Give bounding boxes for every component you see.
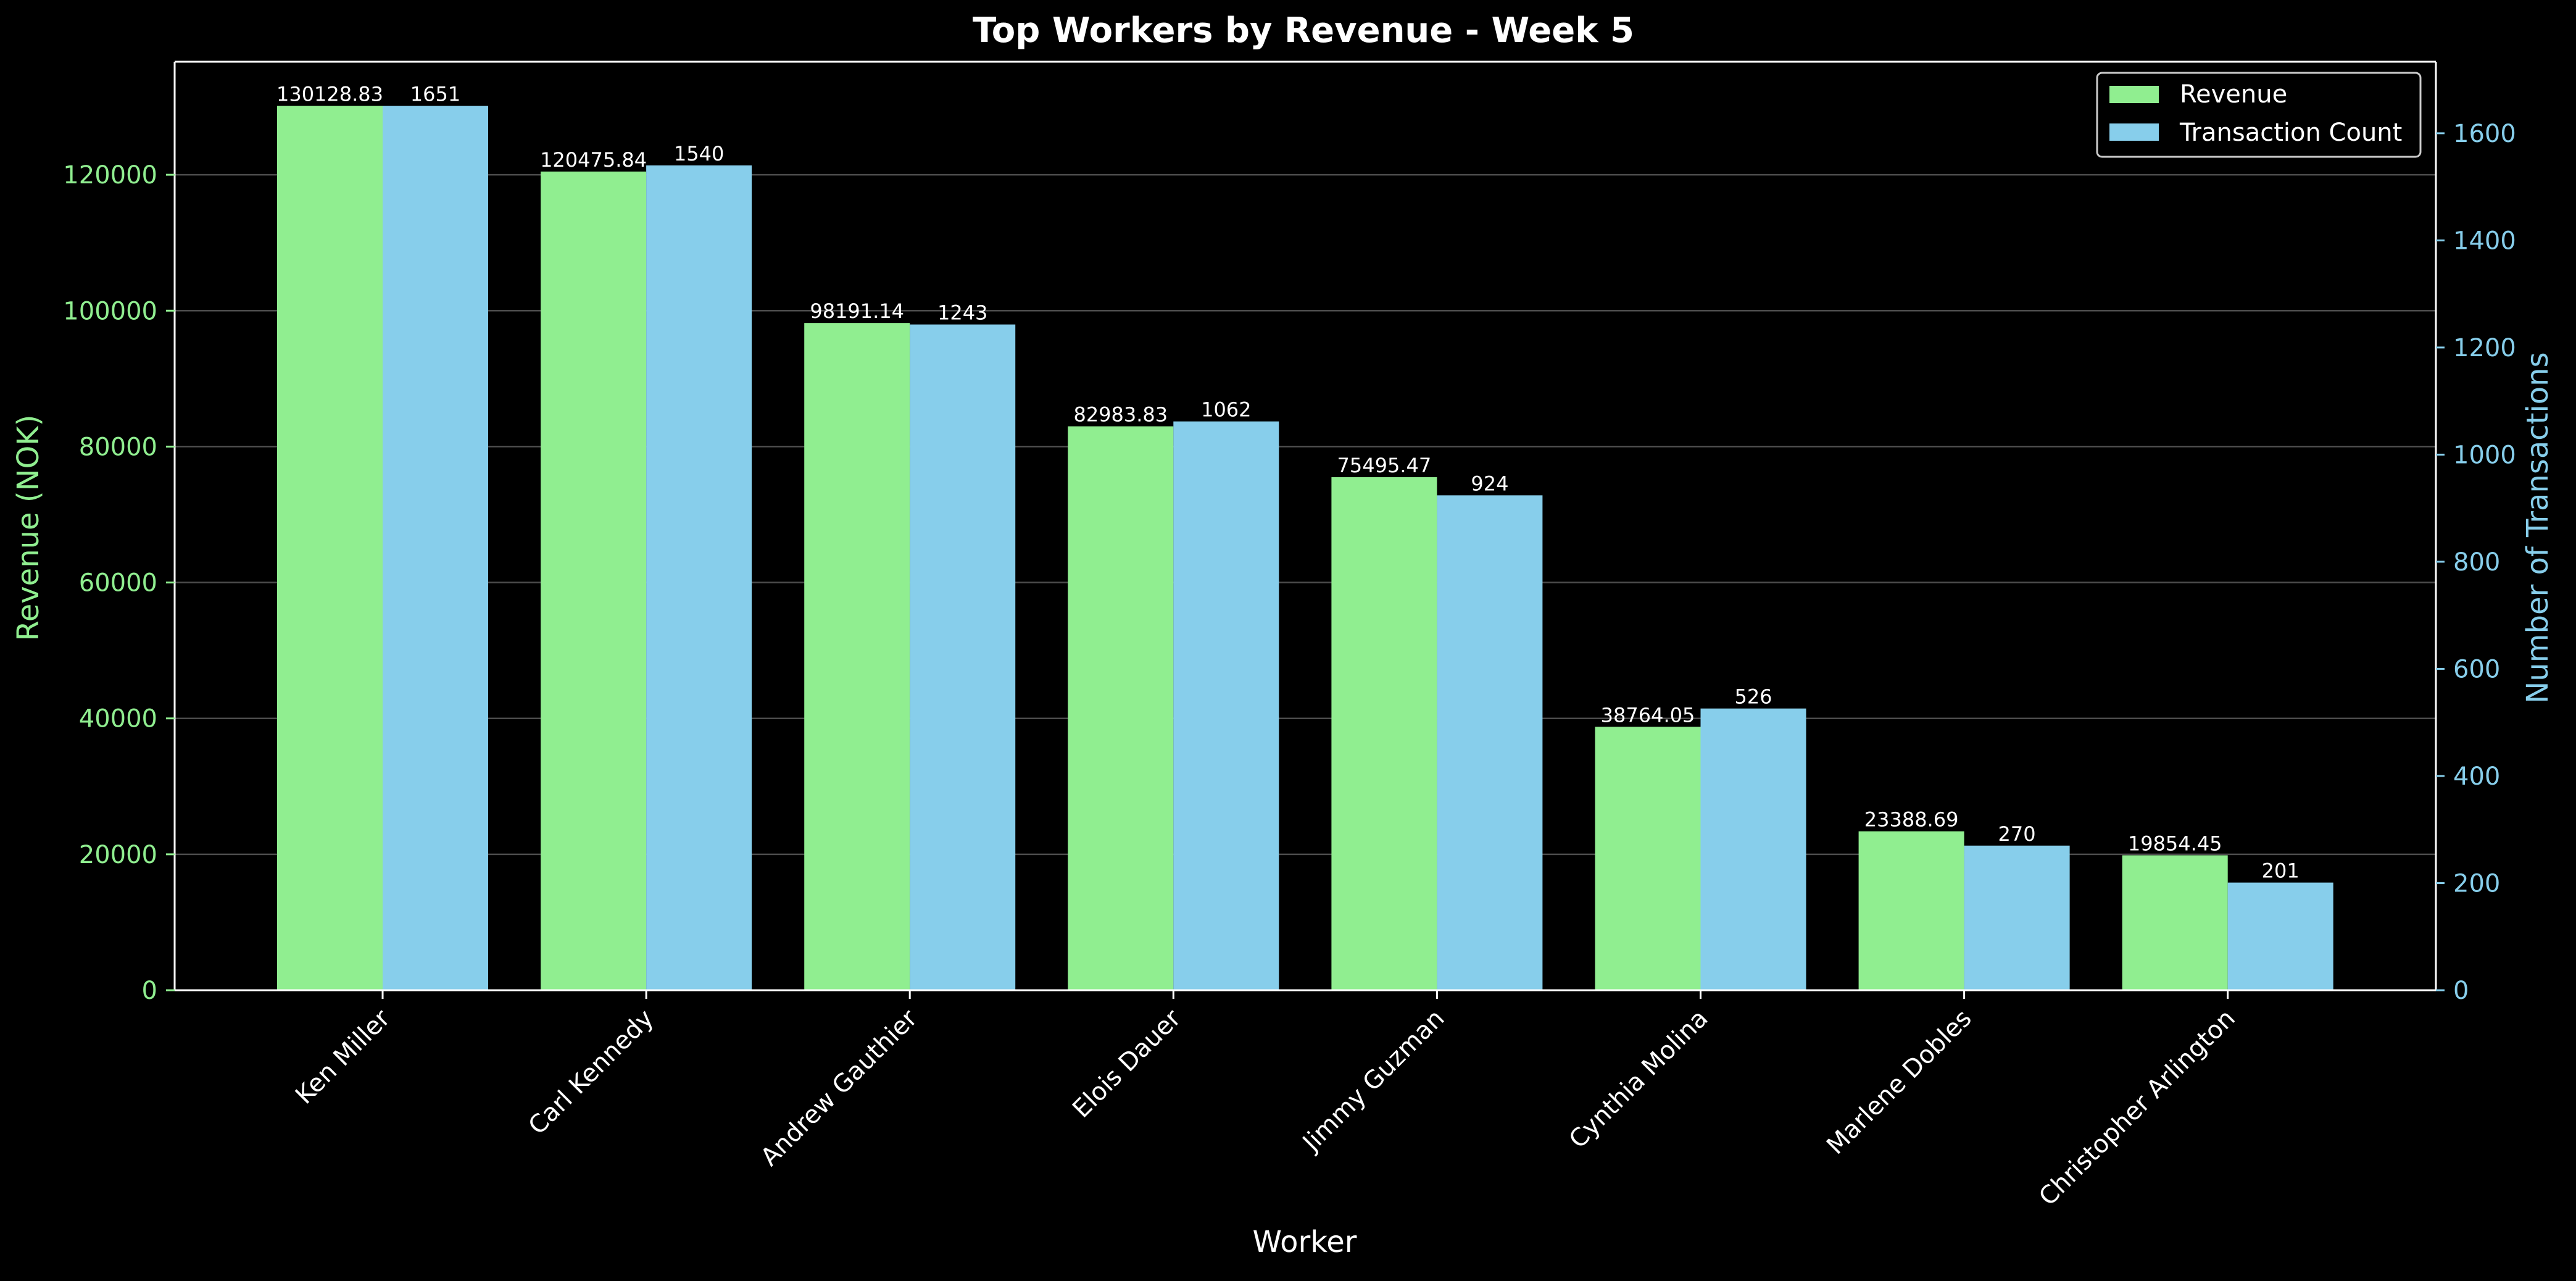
data-label-transaction-count: 1243 (937, 301, 987, 325)
legend: Revenue Transaction Count (2096, 72, 2422, 158)
data-label-transaction-count: 1062 (1201, 398, 1251, 422)
bar-transaction-count (1173, 421, 1279, 990)
data-label-revenue: 82983.83 (1073, 403, 1168, 427)
y-right-tick-label: 800 (2453, 548, 2500, 577)
data-labels: 130128.83 1651 120475.84 1540 98191.14 1243 82… (276, 83, 2300, 883)
y-right-tick-label: 1600 (2453, 120, 2516, 148)
bar-revenue (804, 323, 910, 991)
data-label-revenue: 98191.14 (810, 299, 904, 323)
bar-transaction-count (910, 324, 1016, 990)
bars (277, 106, 2333, 991)
y-left-tick-label: 100000 (63, 297, 157, 325)
y-left-tick-label: 20000 (79, 841, 157, 869)
data-label-revenue: 130128.83 (276, 83, 383, 106)
bar-revenue (1331, 477, 1437, 990)
bar-transaction-count (646, 165, 752, 990)
legend-swatch-revenue (2109, 86, 2159, 103)
y-right-tick-label: 200 (2453, 869, 2500, 898)
bar-revenue (1858, 831, 1964, 990)
legend-label-transaction-count: Transaction Count (2179, 119, 2402, 147)
data-label-revenue: 19854.45 (2128, 832, 2222, 855)
y-right-tick-label: 1400 (2453, 227, 2516, 255)
bar-revenue (1068, 426, 1174, 990)
bar-transaction-count (1964, 845, 2070, 990)
y-right-tick-label: 1200 (2453, 334, 2516, 362)
bar-revenue (277, 106, 383, 990)
y-left-tick-label: 40000 (79, 705, 157, 733)
bar-revenue (1595, 727, 1701, 990)
bar-revenue (2122, 855, 2228, 990)
data-label-transaction-count: 924 (1471, 472, 1508, 495)
data-label-transaction-count: 201 (2262, 859, 2300, 883)
data-label-revenue: 120475.84 (540, 148, 647, 172)
x-axis-label: Worker (1252, 1225, 1357, 1259)
bar-transaction-count (1700, 708, 1806, 990)
legend-frame (2096, 72, 2422, 158)
data-label-revenue: 75495.47 (1337, 454, 1432, 477)
y-right-tick-label: 400 (2453, 762, 2500, 791)
y-left-tick-label: 120000 (63, 161, 157, 190)
y-right-tick-label: 1000 (2453, 441, 2516, 469)
y-axis-left-label: Revenue (NOK) (11, 415, 46, 641)
bar-revenue (541, 171, 647, 990)
data-label-revenue: 23388.69 (1864, 808, 1959, 832)
y-left-tick-label: 0 (142, 977, 157, 1005)
bar-transaction-count (1437, 495, 1543, 990)
data-label-transaction-count: 1540 (674, 142, 724, 165)
bar-transaction-count (2227, 882, 2333, 990)
bar-transaction-count (383, 106, 488, 991)
y-axis-right-label: Number of Transactions (2520, 352, 2555, 703)
legend-label-revenue: Revenue (2180, 80, 2287, 109)
data-label-revenue: 38764.05 (1601, 703, 1695, 727)
y-right-tick-label: 600 (2453, 655, 2500, 683)
data-label-transaction-count: 526 (1734, 685, 1772, 709)
legend-swatch-transaction-count (2109, 123, 2159, 141)
y-right-tick-label: 0 (2453, 977, 2469, 1005)
y-left-tick-label: 80000 (79, 433, 157, 461)
chart-title: Top Workers by Revenue - Week 5 (973, 10, 1634, 51)
data-label-transaction-count: 270 (1998, 822, 2036, 846)
y-left-tick-label: 60000 (79, 569, 157, 598)
data-label-transaction-count: 1651 (410, 83, 460, 106)
